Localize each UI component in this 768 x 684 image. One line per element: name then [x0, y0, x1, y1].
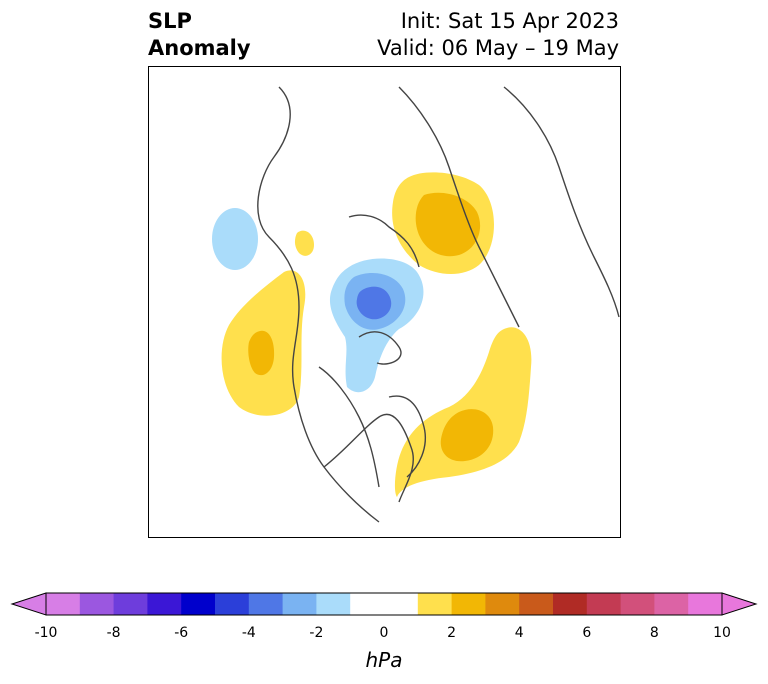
colorbar-tick-label: -8: [106, 625, 121, 641]
colorbar-tick-label: 10: [713, 625, 731, 641]
anomaly-map: [148, 66, 621, 538]
map-canvas: [212, 86, 620, 523]
colorbar: [10, 592, 758, 616]
colorbar-segment: [181, 593, 216, 615]
anomaly-positive-scandinavia: [294, 230, 314, 256]
colorbar-tick-label: -4: [241, 625, 256, 641]
anomaly-positive-north-pacific-core: [248, 330, 275, 376]
colorbar-segment: [384, 593, 419, 615]
colorbar-segment: [316, 593, 351, 615]
colorbar-tick-label: -6: [174, 625, 189, 641]
colorbar-segment: [654, 593, 689, 615]
title-line-2: Anomaly: [148, 36, 251, 60]
colorbar-segment: [113, 593, 148, 615]
colorbar-segment: [417, 593, 453, 615]
colorbar-segment: [519, 593, 554, 615]
colorbar-tick-label: 8: [649, 625, 659, 641]
colorbar-segment: [147, 593, 182, 615]
colorbar-segment: [586, 593, 622, 615]
colorbar-segment: [553, 593, 588, 615]
colorbar-segment: [282, 593, 317, 615]
colorbar-tick-label: 2: [447, 625, 457, 641]
anomaly-negative-arctic-core: [356, 286, 392, 320]
colorbar-tick-label: 0: [379, 625, 389, 641]
colorbar-tick-label: 6: [582, 625, 592, 641]
valid-range: Valid: 06 May – 19 May: [377, 36, 619, 60]
title-line-1: SLP: [148, 9, 192, 33]
colorbar-segment: [485, 593, 520, 615]
colorbar-extend-high: [721, 592, 758, 616]
colorbar-tick-label: 4: [514, 625, 524, 641]
colorbar-unit: hPa: [365, 648, 403, 672]
map-title: SLP Anomaly: [148, 8, 251, 62]
colorbar-extend-low: [10, 592, 47, 616]
colorbar-segment: [248, 593, 284, 615]
colorbar-frame: [45, 592, 723, 616]
colorbar-tick-label: -2: [309, 625, 324, 641]
colorbar-segment: [79, 593, 115, 615]
colorbar-segment: [215, 593, 250, 615]
anomaly-positive-north-atlantic-core: [440, 409, 494, 462]
colorbar-segment: [46, 593, 81, 615]
date-info: Init: Sat 15 Apr 2023 Valid: 06 May – 19…: [377, 8, 619, 62]
colorbar-segment: [350, 593, 385, 615]
init-date: Init: Sat 15 Apr 2023: [400, 9, 619, 33]
colorbar-segment: [451, 593, 486, 615]
coastlines: [257, 86, 620, 523]
colorbar-tick-label: -10: [34, 625, 58, 641]
colorbar-segment: [688, 593, 723, 615]
colorbar-segment: [620, 593, 655, 615]
anomaly-negative-bering: [212, 208, 258, 270]
